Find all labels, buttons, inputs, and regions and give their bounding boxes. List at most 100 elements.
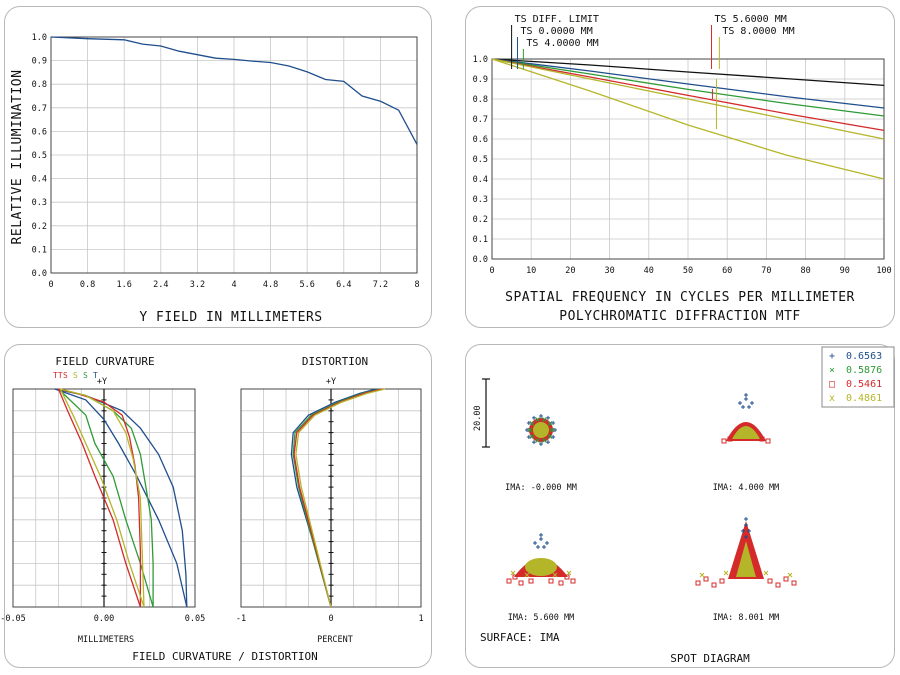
mtf-y-tick: 0.1	[473, 235, 488, 245]
spot-point	[767, 578, 773, 584]
mtf-x-tick: 70	[761, 266, 771, 276]
spot-point	[533, 541, 537, 545]
mtf-y-tick: 0.7	[473, 115, 488, 125]
dist-x-tick: -1	[236, 614, 246, 624]
spot-point	[552, 572, 558, 578]
relative-illumination-panel: 0 0.8 1.6 2.4 3.2 4 4.8 5.6 6.4 7.2 8 0.0 0.1 0.2 0.3 0…	[4, 6, 432, 328]
spot-point	[747, 405, 751, 409]
ri-y-tick: 0.1	[32, 245, 47, 255]
spot-point	[527, 427, 533, 433]
spot-point	[529, 434, 535, 439]
spot-point	[738, 401, 742, 405]
spot-scale-label: 20.00	[473, 405, 483, 431]
fc-series-line-6	[57, 388, 142, 608]
spot-legend-label: 0.5461	[846, 379, 882, 390]
mtf-panel: 0 10 20 30 40 50 60 70 80 90 100 0.0 0.1 0.2 0.3 0.4 0.5…	[465, 6, 895, 328]
fc-dist-footer: FIELD CURVATURE / DISTORTION	[132, 650, 317, 663]
fc-legend-label: TT	[53, 371, 63, 380]
mtf-series-line-3	[491, 58, 885, 117]
spot-point	[721, 438, 727, 444]
mtf-y-tick: 0.0	[473, 255, 488, 265]
fc-legend-label: T	[93, 371, 98, 380]
ri-y-axis-label: RELATIVE ILLUMINATION	[10, 70, 25, 245]
fc-legend-label: S	[73, 371, 78, 380]
mtf-title: POLYCHROMATIC DIFFRACTION MTF	[559, 309, 800, 324]
spot-point	[744, 397, 748, 401]
spot-label-2: IMA: 4.000 MM	[713, 483, 780, 493]
ri-x-tick: 7.2	[373, 280, 388, 290]
fc-x-axis-label: MILLIMETERS	[78, 635, 134, 645]
spot-legend-box	[821, 346, 895, 408]
mtf-legend-label: TS 5.6000 MM	[715, 14, 787, 25]
spot-point	[744, 393, 748, 397]
spot-point	[535, 438, 540, 443]
spot-point	[765, 438, 771, 444]
spot-point	[699, 572, 705, 578]
spot-point	[744, 523, 748, 527]
mtf-legend-label: TS 0.0000 MM	[520, 26, 592, 37]
spot-point	[529, 421, 535, 426]
ri-x-tick: 4	[231, 280, 236, 290]
spot-point	[547, 434, 553, 439]
spot-2-yellow-core	[732, 426, 760, 439]
spot-point	[744, 517, 748, 521]
spot-point	[727, 436, 733, 442]
fc-series-line-7	[60, 388, 145, 608]
spot-3-yellow-core	[525, 558, 557, 576]
spot-point	[553, 428, 557, 432]
mtf-x-axis-label: SPATIAL FREQUENCY IN CYCLES PER MILLIMET…	[505, 290, 855, 305]
spot-label-3: IMA: 5.600 MM	[508, 613, 575, 623]
spot-point	[744, 535, 748, 539]
spot-point	[759, 436, 765, 442]
spot-point	[542, 438, 547, 443]
mtf-series-line-2	[491, 58, 885, 109]
ri-y-tick: 0.3	[32, 198, 47, 208]
mtf-x-tick: 10	[526, 266, 536, 276]
spot-point	[791, 580, 797, 586]
spot-label-1: IMA: -0.000 MM	[505, 483, 577, 493]
spot-point	[741, 529, 745, 533]
mtf-y-tick: 0.6	[473, 135, 488, 145]
spot-point	[525, 428, 529, 432]
spot-point	[526, 421, 531, 425]
spot-point	[539, 537, 543, 541]
relative-illumination-chart: 0 0.8 1.6 2.4 3.2 4 4.8 5.6 6.4 7.2 8 0.0 0.1 0.2 0.3 0…	[10, 33, 420, 325]
mtf-plot-frame	[491, 58, 885, 260]
spot-point	[526, 435, 531, 439]
spot-legend-label: 0.5876	[846, 365, 882, 376]
spot-point	[518, 580, 524, 586]
ri-y-tick: 0.9	[32, 57, 47, 67]
spot-point	[558, 580, 564, 586]
ri-x-tick: 3.2	[190, 280, 205, 290]
ri-y-tick: 1.0	[32, 33, 47, 43]
spot-point	[542, 417, 547, 422]
ri-x-tick: 2.4	[153, 280, 168, 290]
fc-series-line-8	[59, 388, 145, 608]
spot-point	[535, 417, 540, 422]
mtf-y-tick: 0.4	[473, 175, 488, 185]
spot-point	[750, 401, 754, 405]
fc-legend-label: S	[63, 371, 68, 380]
mtf-y-tick: 0.5	[473, 155, 488, 165]
field-curvature-distortion-panel: FIELD CURVATURE DISTORTION TT S S S T +Y +Y …	[0, 344, 432, 668]
ri-x-tick: 8	[414, 280, 419, 290]
ri-y-tick: 0.7	[32, 104, 47, 114]
spot-label-4: IMA: 8.001 MM	[713, 613, 780, 623]
spot-point	[536, 545, 540, 549]
spot-point	[551, 421, 556, 425]
spot-point	[539, 414, 543, 418]
mtf-x-tick: 20	[565, 266, 575, 276]
spot-diagram-chart: +0.6563 × 0.5876 □ 0.5461 x 0.4861 20.00 IMA: …	[473, 346, 895, 665]
fc-series-line-5	[58, 388, 142, 607]
ri-y-tick: 0.2	[32, 222, 47, 232]
spot-point	[711, 582, 717, 588]
fc-axis-label: +Y	[97, 377, 107, 387]
fc-x-tick: -0.05	[0, 614, 26, 624]
mtf-legend-label: TS 8.0000 MM	[722, 26, 794, 37]
spot-point	[539, 533, 543, 537]
spot-point	[747, 529, 751, 533]
mtf-legend-label: TS DIFF. LIMIT	[515, 14, 599, 25]
spot-diagram-panel: +0.6563 × 0.5876 □ 0.5461 x 0.4861 20.00 IMA: …	[465, 344, 895, 668]
spot-point	[545, 541, 549, 545]
mtf-y-tick: 1.0	[473, 55, 488, 65]
